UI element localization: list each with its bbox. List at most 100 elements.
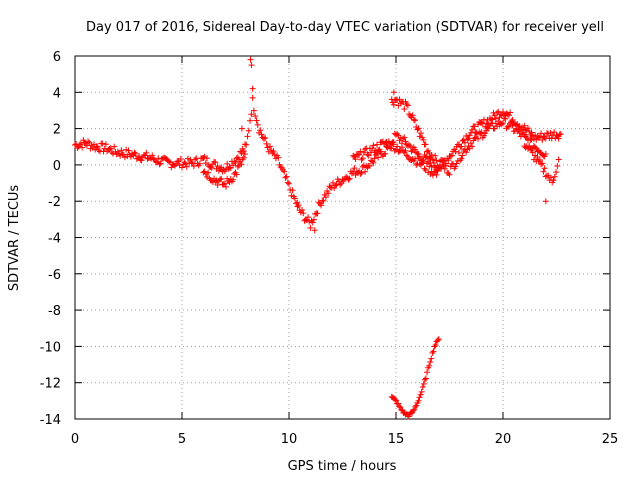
- data-point: [157, 160, 164, 167]
- x-tick-label: 5: [178, 432, 186, 447]
- data-point: [412, 117, 419, 124]
- data-point: [111, 143, 118, 150]
- data-point: [118, 147, 125, 154]
- data-point: [156, 161, 163, 168]
- data-point: [528, 136, 535, 143]
- data-point: [540, 168, 547, 175]
- data-point: [248, 62, 255, 69]
- data-point: [542, 151, 549, 158]
- data-point: [102, 141, 109, 148]
- data-point: [244, 133, 251, 140]
- data-point: [351, 165, 358, 172]
- data-point: [245, 127, 252, 134]
- data-point: [527, 145, 534, 152]
- x-tick-label: 20: [495, 432, 512, 447]
- data-point: [424, 369, 431, 376]
- data-point: [441, 165, 448, 172]
- data-point: [212, 159, 219, 166]
- data-point: [412, 403, 419, 410]
- data-point: [370, 142, 377, 149]
- axis-ticks: [74, 55, 611, 420]
- data-point: [396, 403, 403, 410]
- data-point: [521, 122, 528, 129]
- data-point: [366, 162, 373, 169]
- data-point: [242, 141, 249, 148]
- data-point: [391, 396, 398, 403]
- data-point: [299, 207, 306, 214]
- grid-lines: [75, 56, 610, 419]
- data-point: [394, 143, 401, 150]
- data-point: [142, 152, 149, 159]
- data-point: [364, 151, 371, 158]
- data-marks: [72, 56, 564, 420]
- data-point: [418, 388, 425, 395]
- data-point: [314, 210, 321, 217]
- data-point: [120, 151, 127, 158]
- data-point: [445, 157, 452, 164]
- data-point: [507, 109, 514, 116]
- chart-title: Day 017 of 2016, Sidereal Day-to-day VTE…: [86, 20, 604, 35]
- y-tick-label: 4: [53, 86, 61, 101]
- data-point: [262, 134, 269, 141]
- data-point: [401, 134, 408, 141]
- data-point: [94, 144, 101, 151]
- data-point: [420, 380, 427, 387]
- data-point: [325, 190, 332, 197]
- data-point: [457, 157, 464, 164]
- data-point: [431, 343, 438, 350]
- data-point: [212, 178, 219, 185]
- data-point: [411, 406, 418, 413]
- data-point: [143, 149, 150, 156]
- data-point: [252, 113, 259, 120]
- data-point: [414, 126, 421, 133]
- data-point: [553, 169, 560, 176]
- data-point: [257, 127, 264, 134]
- data-point: [289, 187, 296, 194]
- x-axis-title: GPS time / hours: [288, 459, 397, 474]
- data-point: [370, 159, 377, 166]
- data-point: [422, 141, 429, 148]
- data-point: [390, 101, 397, 108]
- data-point: [275, 154, 282, 161]
- data-point: [417, 391, 424, 398]
- data-point: [465, 135, 472, 142]
- data-point: [238, 161, 245, 168]
- data-point: [416, 153, 423, 160]
- data-point: [382, 150, 389, 157]
- data-point: [557, 131, 564, 138]
- data-point: [409, 112, 416, 119]
- data-point: [435, 336, 442, 343]
- data-point: [402, 138, 409, 145]
- data-point: [532, 144, 539, 151]
- data-point: [475, 135, 482, 142]
- data-point: [369, 158, 376, 165]
- data-point: [403, 101, 410, 108]
- data-point: [376, 146, 383, 153]
- y-tick-label: -8: [48, 304, 61, 319]
- data-point: [192, 156, 199, 163]
- data-point: [452, 148, 459, 155]
- data-point: [434, 337, 441, 344]
- data-point: [270, 148, 277, 155]
- data-point: [412, 155, 419, 162]
- data-point: [318, 202, 325, 209]
- data-point: [360, 149, 367, 156]
- data-point: [284, 179, 291, 186]
- data-point: [247, 117, 254, 124]
- data-point: [291, 195, 298, 202]
- x-tick-label: 10: [281, 432, 298, 447]
- data-point: [221, 180, 228, 187]
- data-point: [332, 182, 339, 189]
- data-point: [498, 121, 505, 128]
- data-point: [428, 152, 435, 159]
- data-point: [294, 203, 301, 210]
- data-point: [242, 150, 249, 157]
- data-point: [478, 129, 485, 136]
- data-point: [541, 165, 548, 172]
- data-point: [550, 177, 557, 184]
- data-point: [388, 96, 395, 103]
- data-point: [458, 155, 465, 162]
- data-point: [136, 153, 143, 160]
- data-point: [432, 342, 439, 349]
